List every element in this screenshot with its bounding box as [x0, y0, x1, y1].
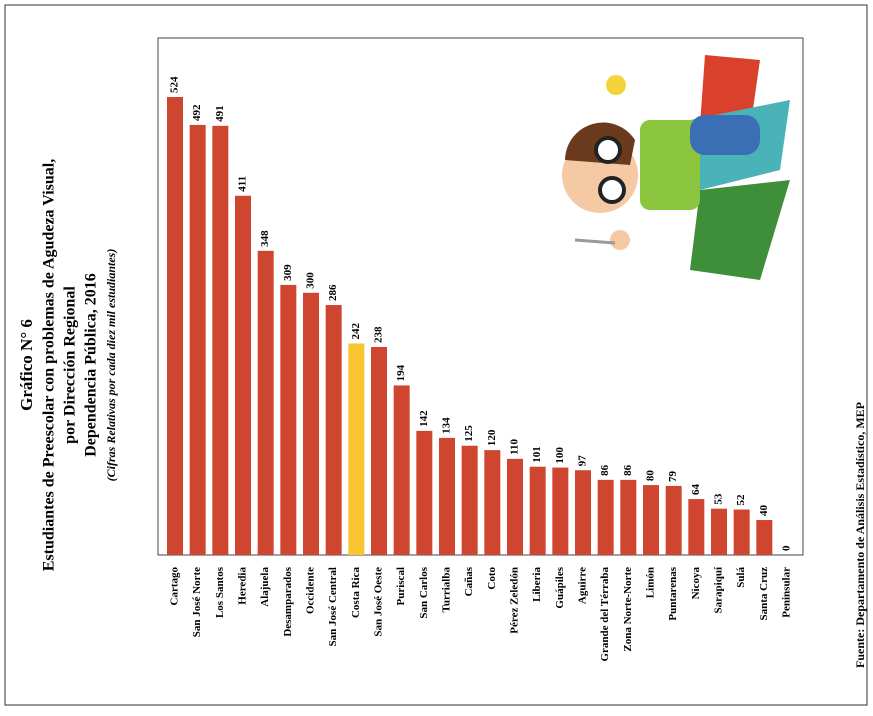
- bar: [416, 430, 433, 555]
- x-tick-label: Cañas: [463, 566, 475, 596]
- plot-frame: [157, 37, 804, 556]
- x-tick-label: Aguirre: [577, 567, 589, 604]
- value-label: 134: [441, 417, 453, 434]
- bar: [303, 292, 319, 555]
- title-block: Gráfico N° 6 Estudiantes de Preescolar co…: [17, 159, 118, 571]
- value-label: 100: [554, 447, 566, 464]
- bar: [235, 195, 251, 555]
- value-label: 86: [599, 464, 611, 476]
- bar: [575, 470, 591, 555]
- bar: [280, 284, 297, 555]
- bar: [733, 509, 750, 555]
- value-label: 52: [735, 494, 747, 506]
- bar: [257, 250, 274, 555]
- bar: [529, 466, 546, 555]
- title-line: Estudiantes de Preescolar con problemas …: [41, 159, 58, 571]
- bar: [643, 485, 659, 555]
- value-label: 97: [577, 455, 589, 467]
- x-tick-label: Sulá: [735, 567, 747, 588]
- bar: [325, 305, 342, 555]
- x-tick-label: Coto: [486, 567, 498, 590]
- value-label: 120: [486, 429, 498, 446]
- value-label: 491: [214, 105, 226, 122]
- bar: [348, 343, 365, 555]
- subtitle: (Cifras Relativas por cada diez mil estu…: [104, 249, 118, 482]
- x-tick-label: Alajuela: [259, 567, 271, 607]
- value-label: 286: [327, 284, 339, 301]
- x-tick-label: Turrialba: [441, 567, 453, 613]
- x-tick-label: San José Norte: [191, 567, 203, 637]
- x-tick-label: Zona Norte-Norte: [622, 567, 634, 652]
- bar: [665, 485, 682, 555]
- value-label: 194: [395, 364, 407, 381]
- x-tick-label: Desamparados: [282, 566, 294, 636]
- title-line: Gráfico N° 6: [17, 319, 36, 411]
- bar: [167, 97, 183, 555]
- value-label: 309: [282, 264, 294, 281]
- value-label: 348: [259, 230, 271, 247]
- title-line: Dependencia Pública, 2016: [83, 273, 100, 457]
- bar: [507, 458, 523, 555]
- x-tick-label: Puriscal: [395, 567, 407, 606]
- x-tick-label: San José Central: [327, 567, 339, 646]
- value-label: 110: [509, 438, 521, 454]
- bar: [189, 124, 206, 555]
- page-frame: [4, 4, 868, 706]
- value-label: 242: [350, 322, 362, 339]
- x-tick-label: Pérez Zeledón: [509, 567, 521, 634]
- title-line: por Dirección Regional: [62, 286, 79, 444]
- x-tick-label: Costa Rica: [350, 567, 362, 619]
- bar: [711, 508, 727, 555]
- value-label: 64: [690, 484, 702, 496]
- x-tick-label: Nicoya: [690, 567, 702, 600]
- bar: [439, 437, 455, 555]
- x-tick-label: San Carlos: [418, 566, 430, 618]
- x-tick-label: Los Santos: [214, 566, 226, 618]
- bar: [484, 450, 501, 555]
- x-tick-label: Sarapiquí: [713, 566, 725, 613]
- bar: [371, 346, 387, 555]
- x-tick-label: Grande del Térraba: [599, 567, 611, 662]
- x-tick-label: Santa Cruz: [758, 567, 770, 621]
- x-tick-label: Puntarenas: [667, 566, 679, 620]
- x-tick-label: Limón: [645, 567, 657, 598]
- x-tick-label: Guápiles: [554, 566, 566, 608]
- x-tick-label: Cartago: [169, 567, 181, 606]
- x-tick-label: Liberia: [531, 567, 543, 602]
- value-label: 86: [622, 464, 634, 476]
- bar: [688, 499, 705, 555]
- x-tick-label: Heredia: [237, 567, 249, 605]
- bar: [597, 479, 614, 555]
- bar: [393, 385, 410, 555]
- bar: [552, 467, 569, 555]
- x-tick-label: San José Oeste: [373, 567, 385, 637]
- value-label: 125: [463, 425, 475, 442]
- bar: [620, 479, 637, 555]
- bar: [461, 445, 478, 555]
- x-tick-label: Peninsular: [781, 567, 793, 618]
- value-label: 238: [373, 326, 385, 343]
- value-label: 142: [418, 410, 430, 427]
- value-label: 524: [169, 76, 181, 93]
- value-label: 79: [667, 470, 679, 482]
- source-note: Fuente: Departamento de Análisis Estadís…: [853, 402, 867, 668]
- value-label: 40: [758, 505, 770, 517]
- value-label: 492: [191, 104, 203, 121]
- value-label: 53: [713, 493, 725, 505]
- x-tick-label: Occidente: [305, 567, 317, 614]
- bar: [756, 520, 773, 555]
- value-label: 80: [645, 470, 657, 482]
- value-label: 101: [531, 446, 543, 463]
- value-label: 411: [237, 176, 249, 192]
- value-label: 0: [781, 545, 793, 551]
- value-label: 300: [305, 272, 317, 289]
- illustration: [562, 55, 790, 280]
- bar: [212, 125, 229, 556]
